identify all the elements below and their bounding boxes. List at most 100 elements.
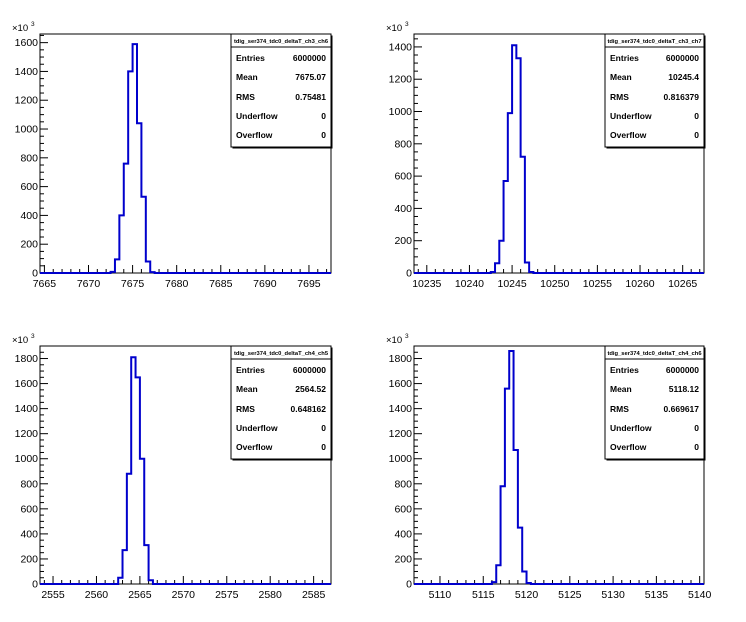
stat-label: Mean <box>610 72 632 82</box>
stat-value: 0 <box>321 442 326 452</box>
x-tick-label: 5115 <box>472 589 495 601</box>
y-tick-label: 1000 <box>15 124 39 136</box>
stat-label: RMS <box>236 404 255 414</box>
y-tick-label: 1400 <box>389 41 413 53</box>
stat-label: Entries <box>236 53 265 63</box>
stat-value: 6000000 <box>293 53 326 63</box>
y-tick-label: 0 <box>32 268 38 280</box>
x-tick-label: 7670 <box>77 278 101 290</box>
histogram-line <box>414 350 704 585</box>
x-tick-label: 7690 <box>253 278 277 290</box>
stat-label: Entries <box>610 365 639 375</box>
y-multiplier-label: ×10 3 <box>12 333 35 346</box>
x-tick-label: 5125 <box>558 589 582 601</box>
y-tick-label: 200 <box>20 239 38 251</box>
y-tick-label: 1000 <box>15 453 39 465</box>
y-tick-label: 1600 <box>389 378 413 390</box>
stat-label: Overflow <box>610 442 647 452</box>
y-multiplier-exponent: 3 <box>31 333 35 340</box>
stat-label: Mean <box>610 384 632 394</box>
y-tick-label: 1000 <box>389 106 413 118</box>
stat-label: Overflow <box>610 130 647 140</box>
histogram-title: tdig_ser374_tdc0_deltaT_ch3_ch6 <box>234 39 329 45</box>
y-tick-label: 400 <box>394 528 412 540</box>
histogram-panel-4: 0 200 400 600 800 1000 1200 1400 1600 1800 5110 511… <box>386 333 712 601</box>
x-tick-label: 2565 <box>128 589 152 601</box>
stat-value: 0.648162 <box>291 404 327 414</box>
stat-value: 6000000 <box>293 365 326 375</box>
stat-value: 0.816379 <box>664 92 700 102</box>
stat-value: 0 <box>321 423 326 433</box>
y-tick-label: 1400 <box>15 403 39 415</box>
x-tick-label: 7665 <box>33 278 57 290</box>
histogram-title: tdig_ser374_tdc0_deltaT_ch4_ch6 <box>607 351 702 357</box>
stat-value: 6000000 <box>666 365 699 375</box>
y-multiplier-label: ×10 3 <box>12 21 35 34</box>
histogram-panel-3: 0 200 400 600 800 1000 1200 1400 1600 1800 2555 256… <box>12 333 333 601</box>
y-tick-label: 1200 <box>389 428 413 440</box>
x-tick-label: 10240 <box>455 278 484 290</box>
histogram-panel-2: 0 200 400 600 800 1000 1200 1400 10235 10240 10245… <box>386 21 706 290</box>
y-multiplier-label: ×10 3 <box>386 21 409 34</box>
y-tick-label: 1200 <box>15 95 39 107</box>
stat-label: Entries <box>236 365 265 375</box>
stats-box <box>604 345 705 460</box>
y-multiplier-label: ×10 3 <box>386 333 409 346</box>
x-tick-label: 5140 <box>688 589 712 601</box>
y-multiplier-base: ×10 <box>12 23 28 34</box>
y-multiplier-exponent: 3 <box>405 21 409 28</box>
stat-value: 0 <box>321 130 326 140</box>
stat-label: RMS <box>610 92 629 102</box>
stat-value: 5118.12 <box>669 384 700 394</box>
x-tick-label: 10250 <box>540 278 569 290</box>
y-tick-label: 600 <box>394 503 412 515</box>
stat-value: 2564.52 <box>295 384 326 394</box>
x-tick-label: 10245 <box>497 278 526 290</box>
x-tick-label: 5135 <box>645 589 669 601</box>
x-tick-label: 7685 <box>209 278 233 290</box>
x-tick-label: 10255 <box>583 278 612 290</box>
histogram-title: tdig_ser374_tdc0_deltaT_ch4_ch5 <box>234 351 329 357</box>
stat-label: Mean <box>236 72 258 82</box>
y-tick-label: 1200 <box>389 74 413 86</box>
stat-value: 0 <box>321 111 326 121</box>
x-tick-label: 2580 <box>259 589 283 601</box>
stat-label: Underflow <box>610 111 652 121</box>
x-tick-label: 7680 <box>165 278 189 290</box>
stat-label: Overflow <box>236 442 273 452</box>
stat-label: RMS <box>610 404 629 414</box>
y-tick-label: 400 <box>20 210 38 222</box>
stat-label: Mean <box>236 384 258 394</box>
stat-label: Underflow <box>610 423 652 433</box>
y-tick-label: 1600 <box>15 378 39 390</box>
stats-box <box>230 345 332 460</box>
y-multiplier-base: ×10 <box>386 23 402 34</box>
stat-label: Overflow <box>236 130 273 140</box>
x-tick-label: 5130 <box>601 589 625 601</box>
stats-box <box>230 33 332 148</box>
stat-value: 0 <box>694 130 699 140</box>
x-tick-label: 10265 <box>668 278 697 290</box>
stat-value: 0 <box>694 111 699 121</box>
y-tick-label: 0 <box>32 579 38 591</box>
histogram-line <box>414 44 704 274</box>
stat-label: Underflow <box>236 111 278 121</box>
y-tick-label: 600 <box>20 181 38 193</box>
y-tick-label: 0 <box>406 579 412 591</box>
histogram-line <box>40 356 331 585</box>
x-tick-label: 7675 <box>121 278 145 290</box>
histogram-title: tdig_ser374_tdc0_deltaT_ch3_ch7 <box>607 39 701 45</box>
y-multiplier-exponent: 3 <box>31 21 35 28</box>
stat-label: Underflow <box>236 423 278 433</box>
stats-box <box>604 33 705 148</box>
stat-value: 0.669617 <box>664 404 700 414</box>
stat-value: 0 <box>694 423 699 433</box>
y-tick-label: 1600 <box>15 37 39 49</box>
y-multiplier-exponent: 3 <box>405 333 409 340</box>
stat-label: RMS <box>236 92 255 102</box>
y-tick-label: 800 <box>20 478 38 490</box>
stat-value: 10245.4 <box>668 72 699 82</box>
y-tick-label: 600 <box>20 503 38 515</box>
y-tick-label: 200 <box>394 235 412 247</box>
